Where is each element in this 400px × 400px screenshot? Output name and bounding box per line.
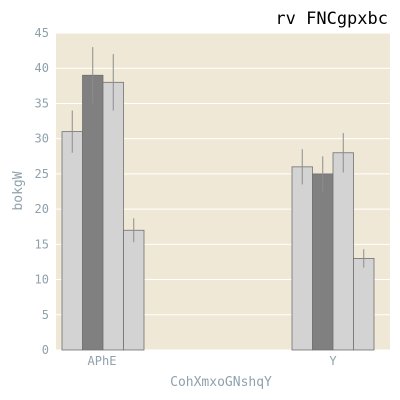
bar-APhE-2 bbox=[102, 81, 124, 351]
error-bars bbox=[71, 47, 365, 268]
y-tick-label: 35 bbox=[35, 96, 49, 110]
y-tick-label: 10 bbox=[35, 273, 49, 287]
bar-Y-1 bbox=[312, 173, 334, 351]
bars bbox=[61, 74, 375, 351]
bar-APhE-3 bbox=[123, 229, 145, 351]
x-tick-label: Y bbox=[329, 354, 337, 368]
y-tick-label: 45 bbox=[35, 26, 49, 40]
x-axis-ticks: APhE Y bbox=[88, 354, 338, 368]
y-tick-label: 40 bbox=[35, 61, 49, 75]
y-tick-label: 20 bbox=[35, 202, 49, 216]
bar-Y-2 bbox=[332, 152, 354, 351]
y-tick-label: 5 bbox=[42, 308, 49, 322]
x-tick-label: APhE bbox=[88, 354, 117, 368]
y-tick-label: 30 bbox=[35, 132, 49, 146]
x-axis-label: CohXmxoGNshqY bbox=[170, 375, 272, 390]
chart-title: rv FNCgpxbc bbox=[275, 9, 388, 29]
bar-APhE-0 bbox=[61, 131, 83, 351]
bar-Y-0 bbox=[291, 166, 313, 351]
y-tick-label: 15 bbox=[35, 237, 49, 251]
y-tick-label: 0 bbox=[42, 343, 49, 357]
bar-Y-3 bbox=[353, 258, 375, 351]
y-axis-ticks: 0 5 10 15 20 25 30 35 40 45 bbox=[35, 26, 49, 357]
y-tick-label: 25 bbox=[35, 167, 49, 181]
y-axis-label: bokgW bbox=[11, 171, 26, 210]
bar-APhE-1 bbox=[82, 74, 104, 351]
